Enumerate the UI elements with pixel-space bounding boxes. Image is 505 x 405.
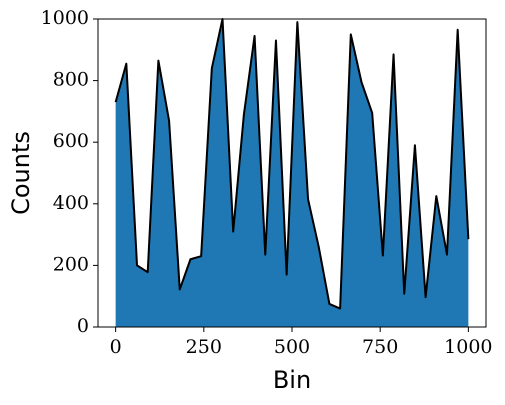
x-tick-label: 0 (110, 336, 122, 358)
x-tick-label: 500 (274, 336, 310, 358)
x-tick-label: 1000 (444, 336, 492, 358)
x-tick-label: 250 (186, 336, 222, 358)
y-tick-label: 600 (53, 130, 89, 152)
y-tick-label: 800 (53, 69, 89, 91)
area-fill (115, 19, 469, 327)
y-tick-label: 200 (53, 253, 89, 275)
y-tick-label: 1000 (41, 7, 89, 29)
y-axis-label: Counts (7, 131, 35, 215)
x-axis-label: Bin (273, 366, 311, 394)
area-line (114, 18, 470, 310)
x-tick-label: 750 (362, 336, 398, 358)
y-tick-label: 0 (77, 315, 89, 337)
y-tick-label: 400 (53, 192, 89, 214)
